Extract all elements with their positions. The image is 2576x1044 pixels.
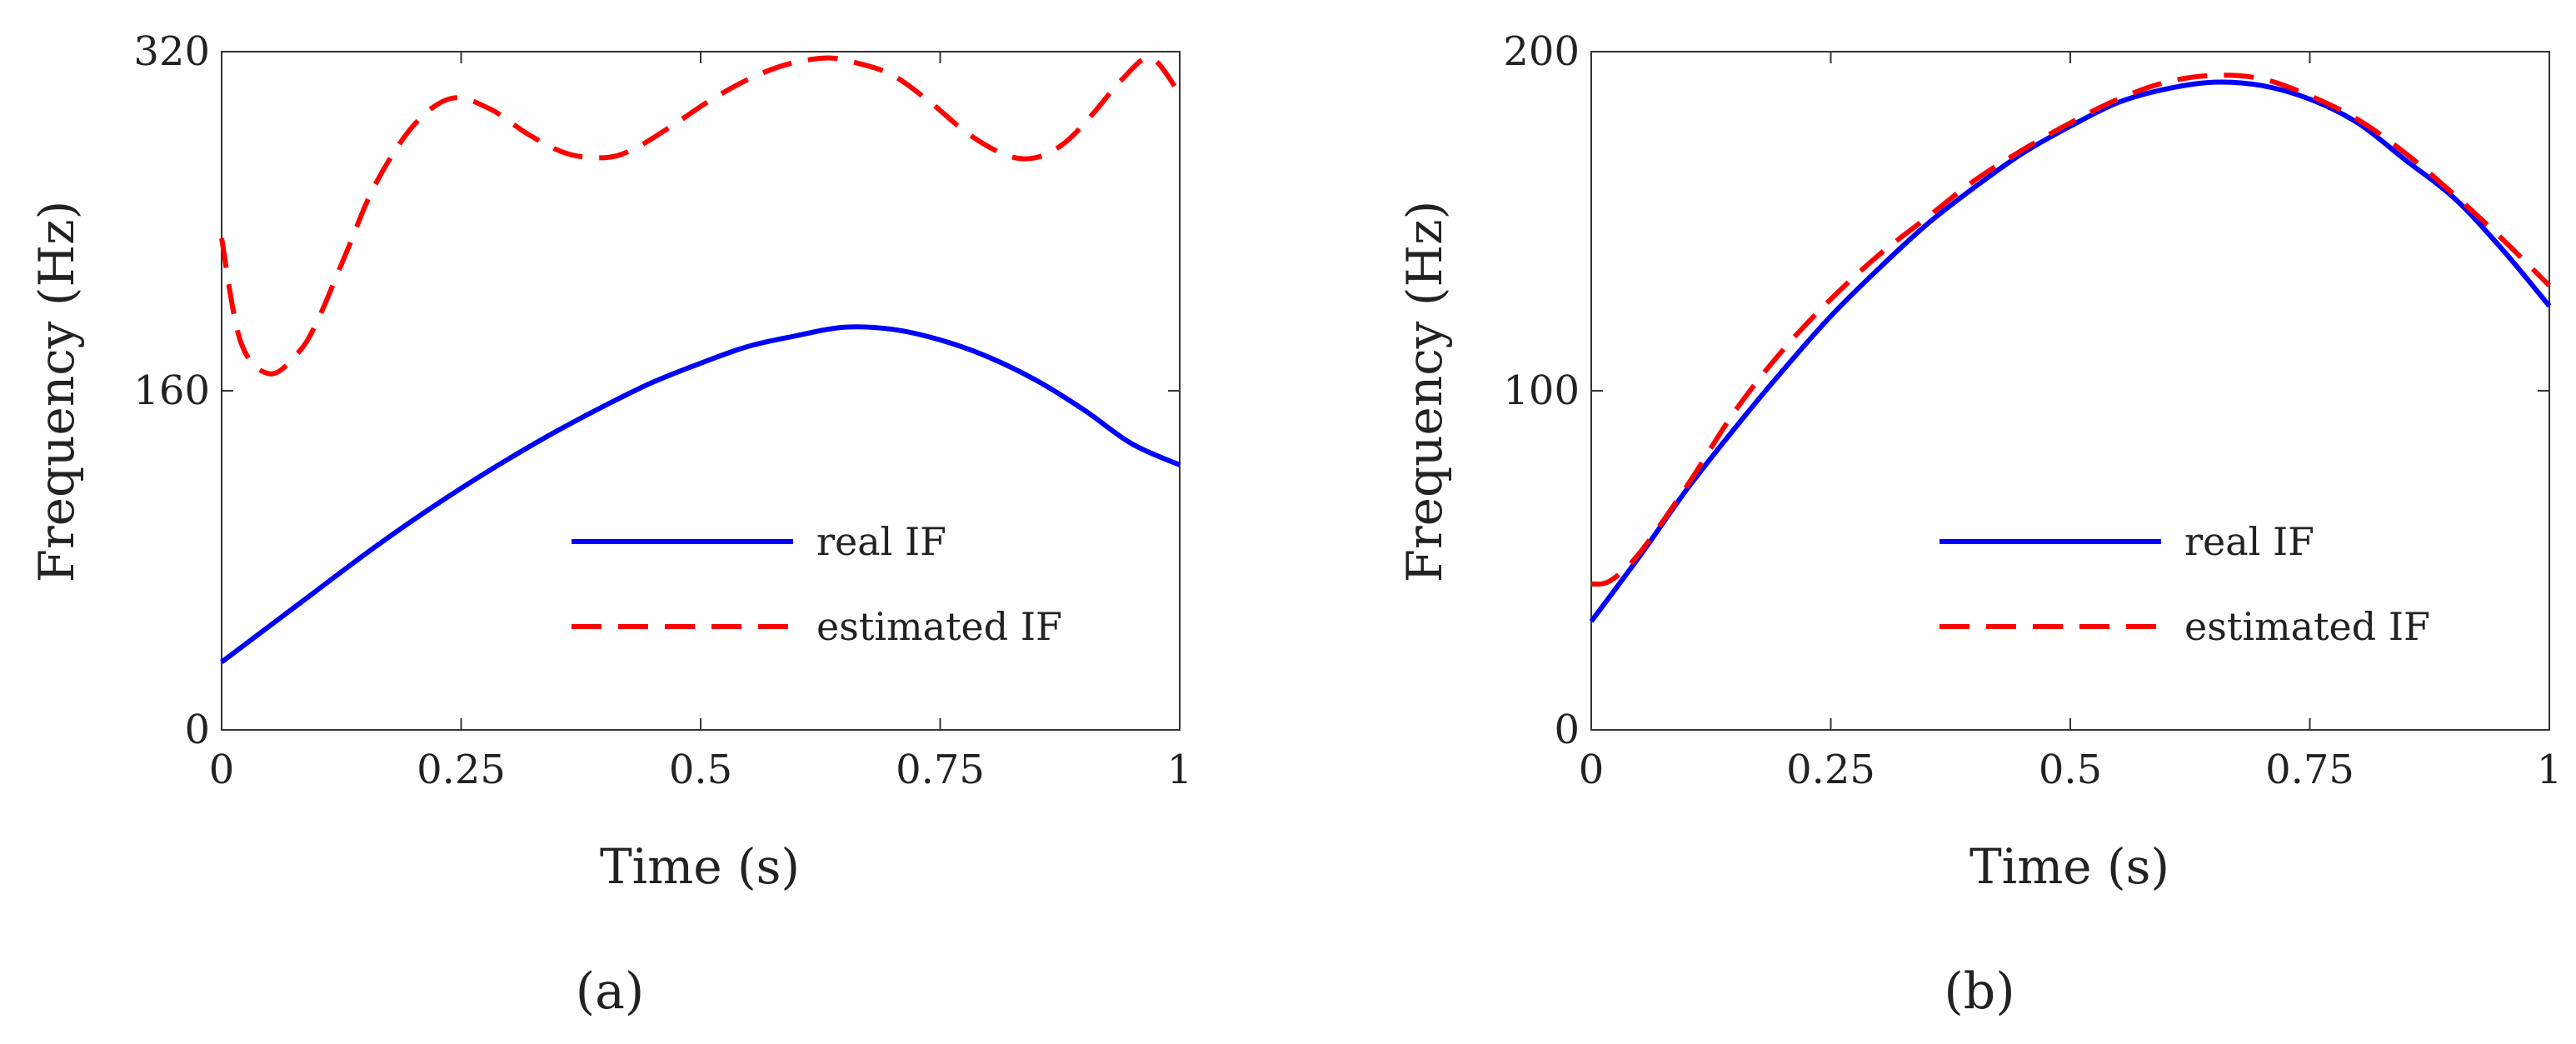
y-tick-label-a-0: 0: [184, 707, 210, 753]
legend-b-real-label: real IF: [2184, 519, 2314, 564]
x-axis-label-a: Time (s): [600, 838, 800, 895]
panel-a-lines: [219, 55, 1182, 664]
x-tick-label-b-1: 0.25: [1786, 747, 1875, 793]
x-tick-label-b-0: 0: [1579, 747, 1605, 793]
legend-a-est-label: estimated IF: [816, 604, 1062, 649]
caption-a: (a): [576, 962, 645, 1021]
y-tick-label-b-1: 100: [1503, 367, 1580, 414]
legend-a: real IF estimated IF: [572, 519, 1062, 649]
series-b-real-if: [1589, 79, 2552, 623]
panel-b-ticks: 0 0.25 0.5 0.75 1 0 100 200: [1503, 28, 2562, 793]
panel-b-lines: [1589, 72, 2552, 623]
y-tick-label-b-2: 200: [1503, 28, 1580, 75]
x-tick-label-a-3: 0.75: [896, 747, 985, 793]
legend-b-est-label: estimated IF: [2184, 604, 2430, 649]
x-tick-label-b-2: 0.5: [2039, 747, 2102, 793]
panel-b: 0 0.25 0.5 0.75 1 0 100 200 real IF estimated I…: [1396, 28, 2562, 1021]
y-tick-label-a-1: 160: [133, 367, 210, 414]
x-tick-label-a-1: 0.25: [417, 747, 506, 793]
panel-a-ticks: 0 0.25 0.5 0.75 1 0 160 320: [133, 28, 1192, 793]
y-tick-label-b-0: 0: [1554, 707, 1580, 753]
x-tick-label-b-3: 0.75: [2265, 747, 2354, 793]
series-a-real-if: [220, 324, 1181, 664]
x-axis-label-b: Time (s): [1969, 838, 2169, 895]
y-axis-label-a: Frequency (Hz): [28, 201, 85, 583]
y-tick-label-a-2: 320: [133, 28, 210, 75]
legend-a-real-label: real IF: [816, 519, 946, 564]
x-tick-label-a-0: 0: [209, 747, 235, 793]
x-tick-label-b-4: 1: [2537, 747, 2563, 793]
series-b-estimated-if: [1590, 72, 2552, 587]
series-a-estimated-if: [219, 55, 1182, 377]
y-axis-label-b: Frequency (Hz): [1396, 201, 1453, 583]
caption-b: (b): [1944, 962, 2014, 1021]
x-tick-label-a-2: 0.5: [669, 747, 732, 793]
x-tick-label-a-4: 1: [1167, 747, 1193, 793]
panel-a: 0 0.25 0.5 0.75 1 0 160 320 real IF estimated I…: [28, 28, 1192, 1021]
legend-b: real IF estimated IF: [1939, 519, 2430, 649]
